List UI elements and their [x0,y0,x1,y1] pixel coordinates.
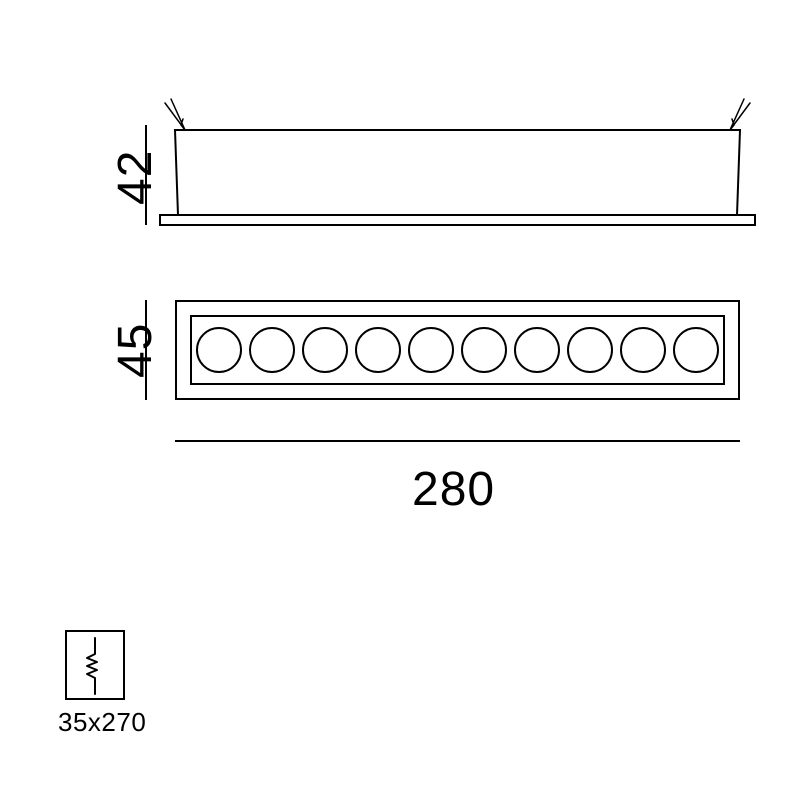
cutout-label: 35x270 [58,707,146,738]
dim-guide-42 [145,125,147,225]
side-elevation-view [155,95,760,235]
plan-view [175,300,740,400]
cutout-icon [65,630,125,700]
dim-label-length: 280 [412,462,495,517]
dim-guide-280 [175,440,740,442]
dim-label-depth-plan: 45 [108,323,163,378]
technical-drawing: 42 45 [0,0,800,800]
dim-guide-45 [145,300,147,400]
